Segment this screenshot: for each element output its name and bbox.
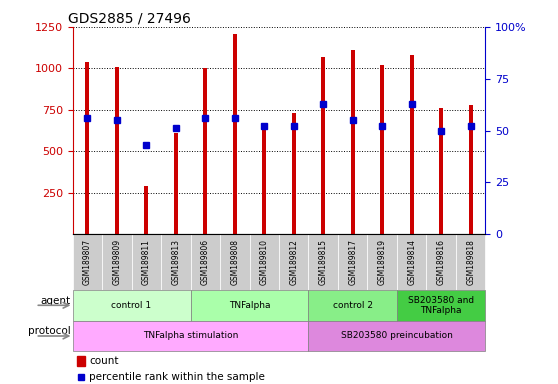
Bar [397,234,426,290]
Text: control 1: control 1 [112,301,152,310]
Bar [368,234,397,290]
Bar [291,113,296,234]
Bar [380,65,384,234]
Text: SB203580 preincubation: SB203580 preincubation [341,331,453,341]
Bar [410,55,414,234]
Bar [102,234,132,290]
Bar [309,234,338,290]
Text: count: count [89,356,118,366]
Text: protocol: protocol [28,326,70,336]
Text: GSM189816: GSM189816 [437,239,446,285]
Text: GSM189808: GSM189808 [230,239,239,285]
Text: TNFalpha stimulation: TNFalpha stimulation [143,331,238,341]
Text: GSM189819: GSM189819 [378,239,387,285]
Bar [114,67,119,234]
Text: GSM189814: GSM189814 [407,239,416,285]
Bar [190,234,220,290]
Bar [426,234,456,290]
Bar [174,133,178,234]
Bar [220,234,249,290]
Bar [350,50,355,234]
Text: percentile rank within the sample: percentile rank within the sample [89,372,265,382]
Bar [397,290,485,321]
Bar [338,234,368,290]
Bar [279,234,309,290]
Bar [73,321,309,351]
Text: control 2: control 2 [333,301,373,310]
Bar [190,290,309,321]
Text: agent: agent [40,296,70,306]
Bar [309,290,397,321]
Bar [249,234,279,290]
Bar [161,234,190,290]
Text: GSM189810: GSM189810 [260,239,269,285]
Bar [76,356,85,366]
Text: SB203580 and
TNFalpha: SB203580 and TNFalpha [408,296,474,315]
Bar [233,33,237,234]
Text: GSM189818: GSM189818 [466,239,475,285]
Text: TNFalpha: TNFalpha [229,301,270,310]
Bar [73,290,190,321]
Bar [309,321,485,351]
Bar [439,108,444,234]
Text: GDS2885 / 27496: GDS2885 / 27496 [69,12,191,26]
Bar [456,234,485,290]
Text: GSM189806: GSM189806 [201,239,210,285]
Bar [144,186,148,234]
Bar [73,234,102,290]
Text: GSM189809: GSM189809 [112,239,121,285]
Text: GSM189813: GSM189813 [171,239,180,285]
Bar [262,130,267,234]
Bar [132,234,161,290]
Text: GSM189807: GSM189807 [83,239,92,285]
Text: GSM189817: GSM189817 [348,239,357,285]
Bar [321,57,325,234]
Text: GSM189815: GSM189815 [319,239,328,285]
Text: GSM189811: GSM189811 [142,239,151,285]
Bar [85,62,89,234]
Bar [203,68,208,234]
Bar [469,105,473,234]
Text: GSM189812: GSM189812 [289,239,298,285]
